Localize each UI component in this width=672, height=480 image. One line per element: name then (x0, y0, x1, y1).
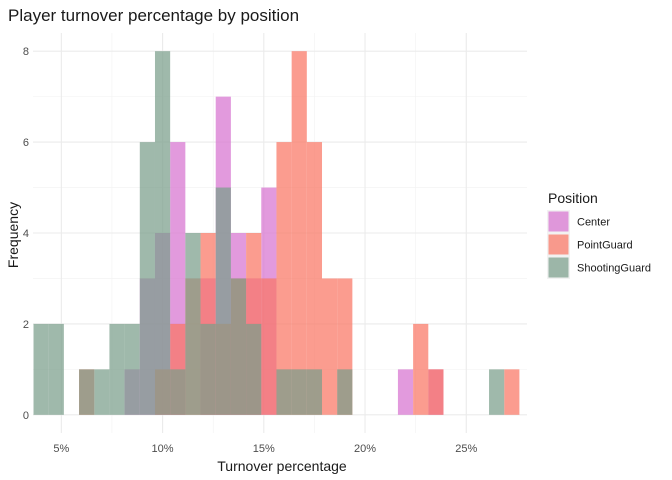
histogram-bar (306, 369, 323, 415)
histogram-bar (79, 369, 95, 415)
histogram-bar (230, 278, 247, 415)
legend-label-center: Center (577, 217, 610, 229)
legend-label-pointguard: PointGuard (577, 240, 633, 252)
histogram-bar (428, 369, 444, 415)
y-axis-ticks: 0 2 4 6 8 (23, 46, 29, 422)
histogram-bar (246, 323, 262, 415)
legend-key-pointguard (548, 234, 569, 255)
x-tick-label: 10% (152, 443, 174, 455)
histogram-bar (291, 369, 307, 415)
histogram-bar (200, 323, 216, 415)
histogram-bar (489, 369, 505, 415)
histogram-bar (139, 142, 155, 415)
x-tick-label: 15% (253, 443, 275, 455)
histogram-bar (185, 233, 201, 415)
y-tick-label: 6 (23, 137, 29, 149)
x-tick-label: 5% (53, 443, 69, 455)
histogram-bar (322, 278, 338, 415)
x-tick-label: 20% (354, 443, 376, 455)
legend-key-center (548, 211, 569, 232)
histogram-bar (413, 323, 429, 415)
histogram-bar (124, 323, 140, 415)
y-tick-label: 8 (23, 46, 29, 58)
y-tick-label: 0 (23, 410, 29, 422)
y-tick-label: 4 (23, 228, 29, 240)
histogram-bar (291, 51, 307, 415)
histogram-bar (261, 278, 277, 415)
histogram-bar (33, 323, 49, 415)
histogram-bar (276, 142, 292, 415)
legend: Position Center PointGuard ShootingGuard (547, 190, 651, 279)
chart-title: Player turnover percentage by position (8, 6, 299, 25)
legend-label-shootingguard: ShootingGuard (577, 263, 651, 275)
legend-key-shootingguard (548, 257, 569, 278)
histogram-bar (154, 51, 171, 415)
histogram-bar (306, 142, 323, 415)
x-tick-label: 25% (455, 443, 477, 455)
histogram-bar (94, 369, 110, 415)
y-tick-label: 2 (23, 319, 29, 331)
x-axis-title: Turnover percentage (217, 458, 347, 474)
legend-title: Position (548, 190, 598, 206)
histogram-bars (33, 51, 520, 415)
histogram-bar (170, 369, 186, 415)
histogram-bar (276, 369, 292, 415)
x-axis-ticks: 5% 10% 15% 20% 25% (53, 443, 477, 455)
y-axis-title: Frequency (5, 202, 21, 268)
histogram-bar (337, 369, 353, 415)
histogram-bar (397, 369, 414, 415)
histogram-bar (215, 187, 231, 415)
histogram-bar (109, 323, 125, 415)
histogram-bar (48, 323, 64, 415)
histogram-bar (504, 369, 520, 415)
series-shootingguard (33, 51, 505, 415)
